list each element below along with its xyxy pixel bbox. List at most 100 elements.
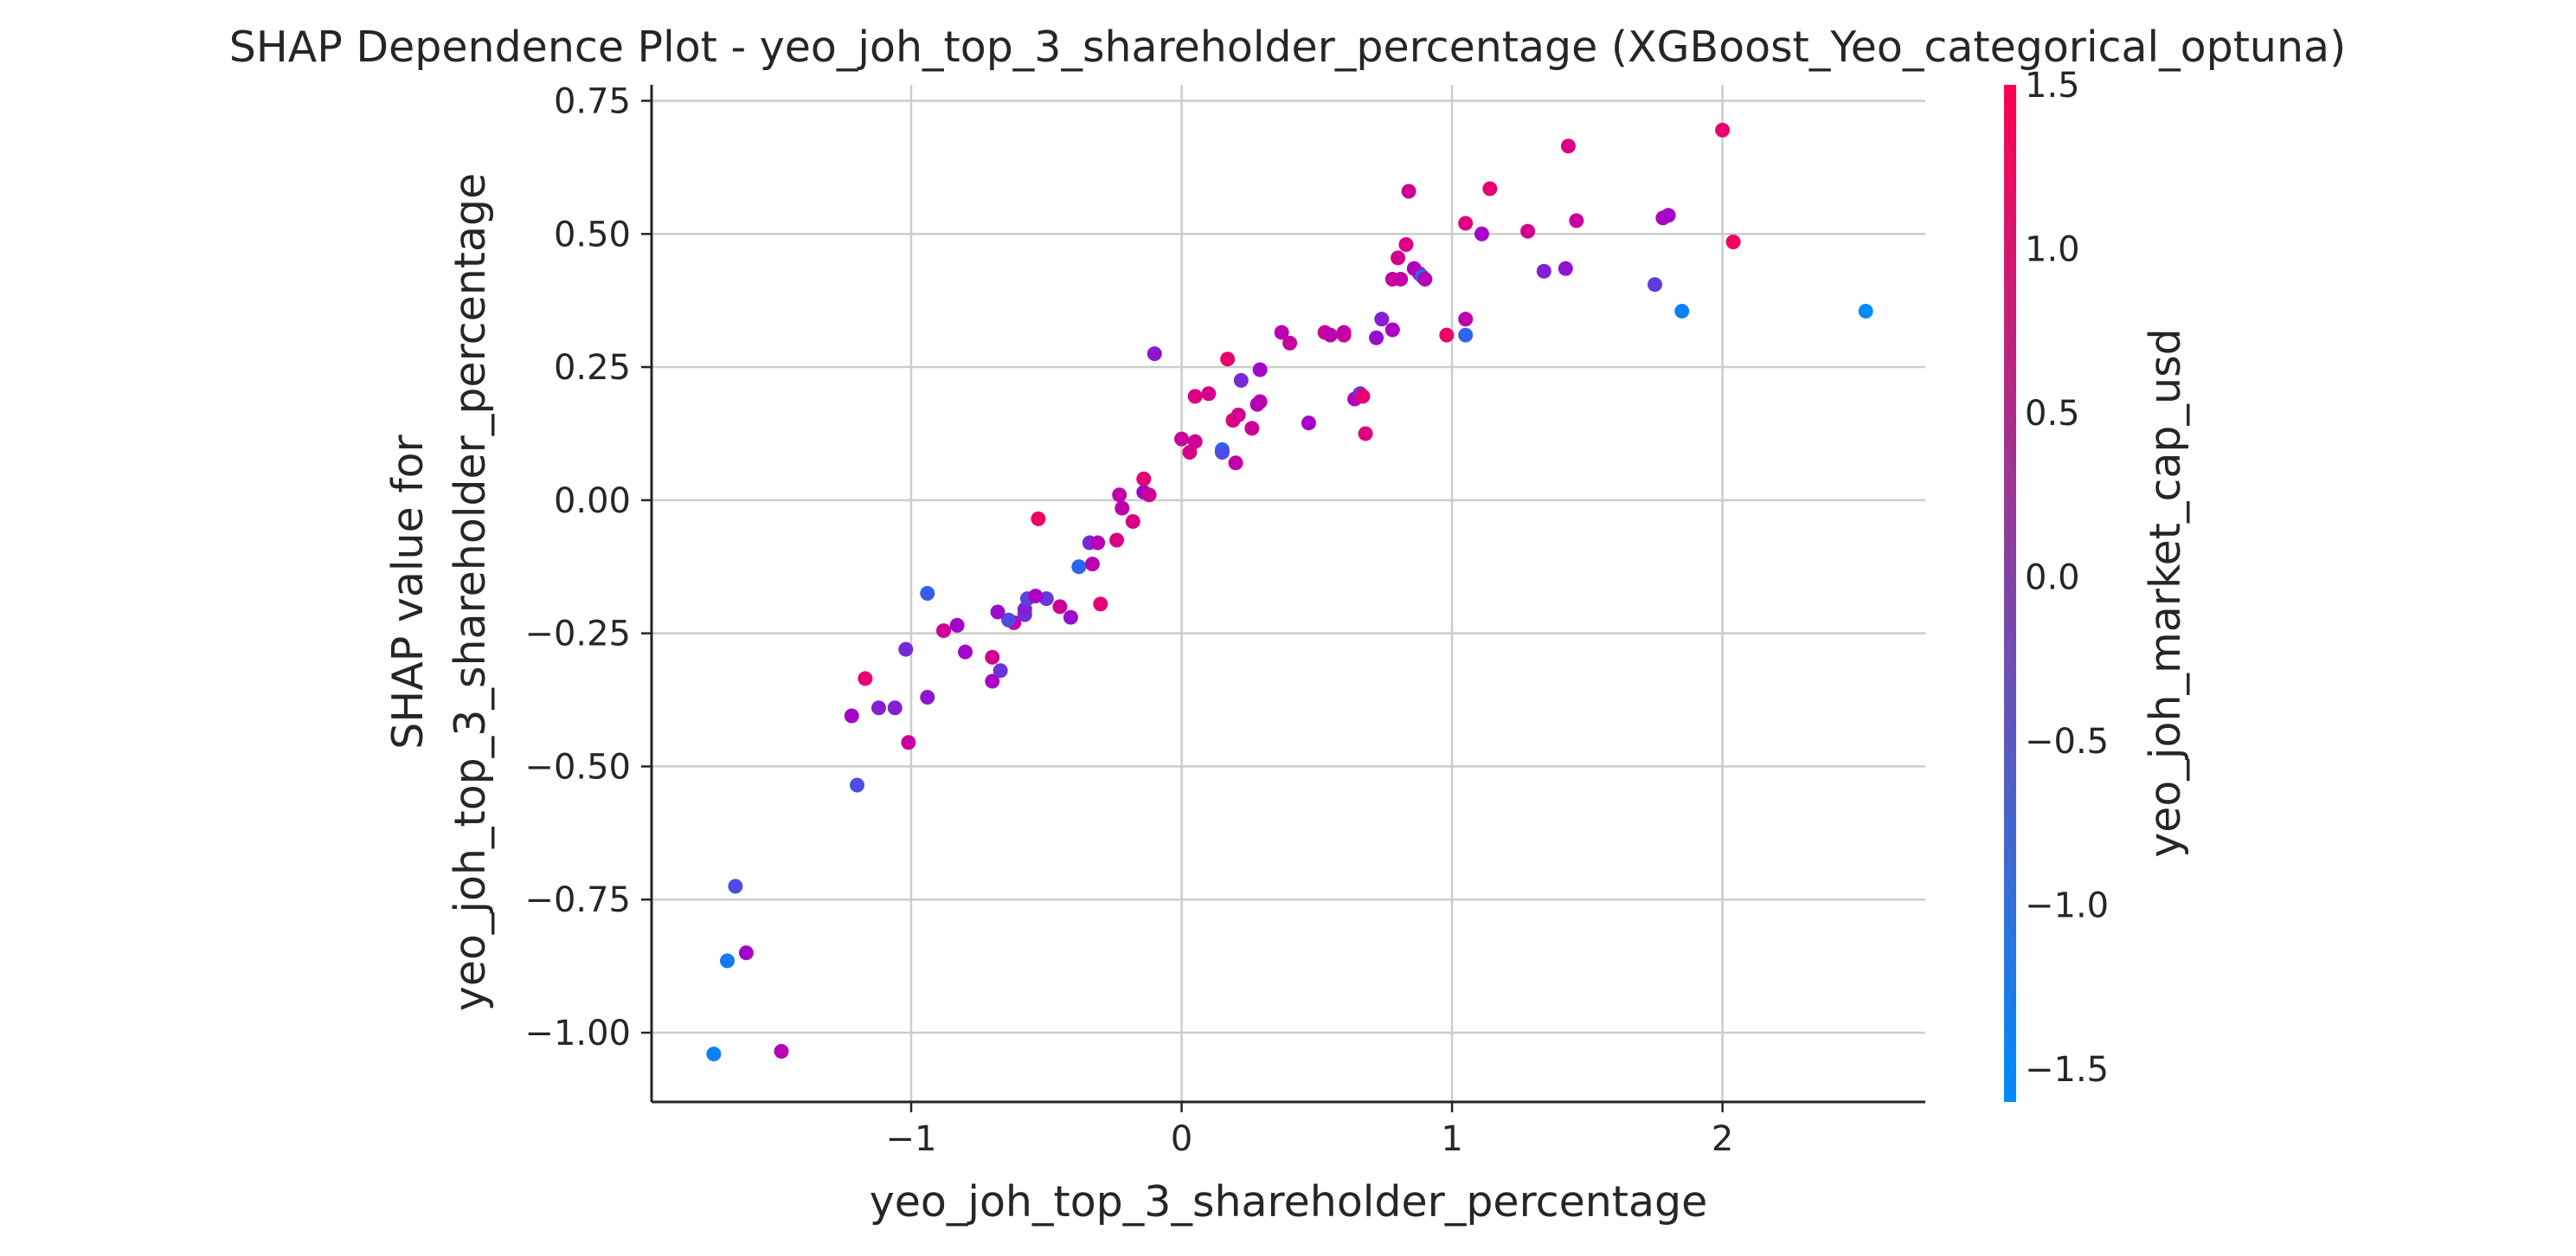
scatter-point [844,708,859,724]
plot-area: −1 0 1 2 0.75 0.50 0.25 0.00 −0.25 −0.50 −0.75 −1.… [524,81,1925,1159]
scatter-point [1384,322,1400,338]
scatter-point [858,671,873,686]
scatter-point [985,673,1000,689]
scatter-point [1520,223,1536,239]
colorbar-tick-label: −1.5 [2025,1050,2109,1090]
scatter-point [887,700,903,716]
y-tick-label: 0.00 [554,481,631,521]
scatter-point [1187,389,1203,404]
colorbar-tick-label: 0.5 [2025,394,2080,434]
scatter-point [1141,487,1157,503]
scatter-point [1187,434,1203,449]
scatter-point [990,604,1005,620]
scatter-point [1674,303,1690,319]
scatter-point [1458,327,1474,343]
y-tick-label: −0.75 [524,880,631,920]
scatter-point [1274,325,1289,340]
scatter-point [1084,557,1100,572]
x-tick-label: −1 [886,1119,937,1159]
scatter-point [1052,599,1068,615]
scatter-point [1071,559,1087,575]
colorbar-tick-label: −1.0 [2025,886,2109,926]
y-tick-label: 0.50 [554,215,631,254]
scatter-point [1228,455,1243,471]
scatter-point [1282,335,1298,351]
scatter-point [1109,532,1125,548]
scatter-point [1458,312,1474,327]
scatter-point [1201,386,1217,402]
y-tick-label: −0.25 [524,615,631,654]
x-tick-label: 0 [1171,1119,1192,1159]
scatter-point [1252,362,1268,377]
scatter-point [1233,372,1249,388]
scatter-point [1417,272,1433,287]
scatter-point [985,649,1000,665]
scatter-point [1125,513,1140,529]
colorbar-label: yeo_joh_market_cap_usd [2141,328,2190,857]
scatter-point [1214,444,1230,460]
scatter-point [1090,535,1106,551]
scatter-point [1369,330,1384,345]
y-axis-label-line1: SHAP value for [383,434,433,749]
scatter-point [1322,327,1338,343]
colorbar-tick-label: 1.0 [2025,230,2080,270]
colorbar-gradient [2004,85,2016,1102]
y-tick-label: −1.00 [524,1014,631,1053]
scatter-point [1031,511,1046,526]
y-tick-label: 0.75 [554,81,631,121]
x-axis-label: yeo_joh_top_3_shareholder_percentage [870,1177,1708,1227]
scatter-point [1391,250,1406,266]
scatter-point [1482,181,1498,196]
scatter-point [901,735,916,750]
scatter-point [1560,138,1576,154]
scatter-point [1647,277,1662,293]
scatter-point [1558,261,1573,276]
scatter-point [1244,421,1260,436]
scatter-point [1474,226,1489,242]
colorbar-tick-label: 1.5 [2025,66,2080,106]
y-gridlines [652,100,1925,1034]
scatter-point [949,617,965,633]
scatter-point [720,953,736,969]
scatter-point [738,945,754,961]
scatter-point [871,700,887,716]
scatter-point [1401,184,1416,199]
scatter-point [958,644,973,660]
y-axis-ticks: 0.75 0.50 0.25 0.00 −0.25 −0.50 −0.75 −1.00 [524,81,652,1053]
x-axis-ticks: −1 0 1 2 [886,1102,1733,1159]
scatter-point [920,689,935,705]
scatter-point [850,777,865,793]
scatter-point [1374,312,1390,327]
scatter-point [1858,303,1873,319]
scatter-point [1112,487,1127,503]
scatter-point [1147,346,1162,362]
scatter-point [1063,609,1078,625]
scatter-point [1174,431,1190,447]
scatter-point [936,623,952,639]
scatter-point [774,1044,789,1060]
scatter-point [1115,500,1130,516]
scatter-point [1136,471,1152,486]
scatter-point [1093,596,1108,612]
colorbar-ticks: 1.5 1.0 0.5 0.0 −0.5 −1.0 −1.5 [2025,66,2109,1090]
scatter-point [1028,589,1044,604]
x-tick-label: 2 [1712,1119,1733,1159]
chart-title: SHAP Dependence Plot - yeo_joh_top_3_sha… [229,23,2346,72]
x-tick-label: 1 [1441,1119,1462,1159]
scatter-point [1230,407,1246,422]
scatter-point [898,641,914,657]
scatter-points [706,122,1873,1062]
scatter-point [1301,415,1316,431]
scatter-point [1355,389,1371,404]
scatter-point [992,663,1008,679]
colorbar-tick-label: −0.5 [2025,722,2109,762]
scatter-point [1252,394,1268,409]
scatter-point [1715,122,1731,138]
scatter-point [1393,272,1409,287]
scatter-point [1569,213,1584,229]
scatter-point [920,586,935,601]
x-gridlines [909,85,1724,1102]
scatter-point [1439,327,1455,343]
y-axis-label: SHAP value for yeo_joh_top_3_shareholder… [383,173,495,1012]
